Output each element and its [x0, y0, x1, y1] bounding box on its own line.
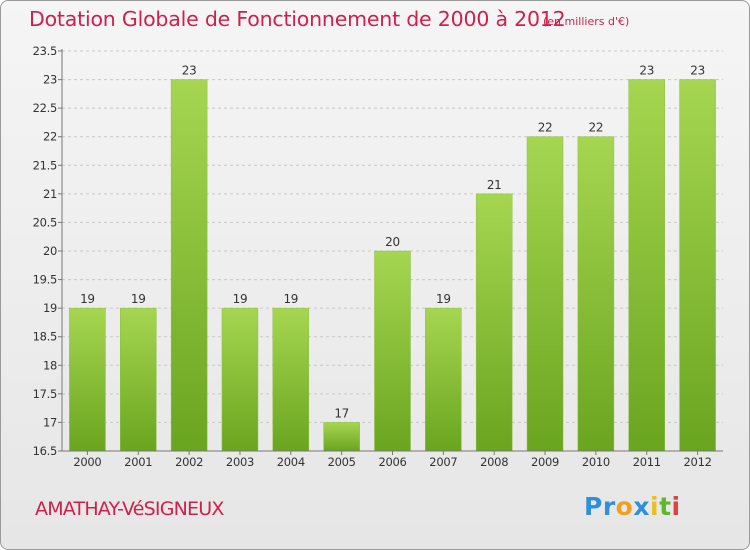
y-tick-label: 18.5	[33, 330, 57, 344]
bar-2003	[221, 307, 259, 452]
value-label: 19	[283, 292, 298, 306]
bar-2000	[69, 307, 106, 452]
proxiti-logo[interactable]: Proxiti	[584, 492, 681, 521]
bar-2004	[272, 307, 310, 452]
x-tick-label: 2005	[328, 455, 356, 469]
y-tick-label: 18	[43, 358, 57, 372]
logo-letter: o	[615, 492, 634, 521]
bar-2001	[120, 307, 157, 452]
value-label: 23	[639, 64, 654, 78]
value-label: 19	[436, 292, 451, 306]
value-label: 17	[334, 406, 349, 420]
logo-letter: P	[584, 492, 603, 521]
chart-title: Dotation Globale de Fonctionnement de 20…	[29, 7, 566, 31]
x-tick-label: 2004	[277, 455, 305, 469]
x-tick-label: 2011	[633, 455, 661, 469]
logo-letter: x	[633, 492, 650, 521]
y-tick-label: 21	[43, 187, 57, 201]
value-label: 23	[690, 64, 705, 78]
bar-2010	[577, 136, 615, 452]
bar-2009	[526, 136, 564, 452]
y-tick-label: 17	[43, 415, 57, 429]
value-label: 20	[385, 235, 400, 249]
y-tick-label: 23	[43, 73, 57, 87]
x-tick-label: 2010	[582, 455, 610, 469]
x-tick-label: 2006	[378, 455, 406, 469]
y-tick-label: 16.5	[33, 444, 57, 458]
logo-letter: t	[659, 492, 672, 521]
logo-letter: i	[650, 492, 660, 521]
bar-2008	[475, 193, 513, 452]
bar-2006	[374, 250, 411, 452]
x-tick-label: 2003	[226, 455, 254, 469]
x-tick-label: 2001	[124, 455, 152, 469]
y-tick-label: 19.5	[33, 273, 57, 287]
value-label: 22	[538, 121, 553, 135]
value-label: 19	[233, 292, 248, 306]
x-tick-label: 2002	[175, 455, 203, 469]
x-tick-label: 2007	[429, 455, 457, 469]
y-tick-label: 22.5	[33, 101, 57, 115]
value-label: 22	[589, 121, 604, 135]
bar-2002	[170, 79, 208, 452]
bar-2012	[679, 79, 716, 452]
y-tick-label: 20	[43, 244, 57, 258]
y-tick-label: 20.5	[33, 215, 57, 229]
bar-2005	[323, 422, 360, 452]
y-tick-label: 23.5	[33, 44, 57, 58]
x-tick-label: 2008	[480, 455, 508, 469]
value-label: 21	[487, 178, 502, 192]
bar-2007	[425, 307, 462, 452]
logo-letter: r	[602, 492, 616, 521]
logo-letter: i	[671, 492, 681, 521]
bar-2011	[628, 79, 665, 452]
value-label: 23	[182, 64, 197, 78]
chart-subtitle: (en milliers d'€)	[543, 15, 630, 28]
y-tick-label: 17.5	[33, 387, 57, 401]
x-tick-label: 2012	[684, 455, 712, 469]
commune-name: AMATHAY-VéSIGNEUX	[35, 498, 224, 520]
y-tick-label: 22	[43, 130, 57, 144]
y-tick-label: 19	[43, 301, 57, 315]
y-tick-label: 21.5	[33, 158, 57, 172]
value-label: 19	[80, 292, 95, 306]
x-tick-label: 2000	[73, 455, 101, 469]
value-label: 19	[131, 292, 146, 306]
x-tick-label: 2009	[531, 455, 559, 469]
